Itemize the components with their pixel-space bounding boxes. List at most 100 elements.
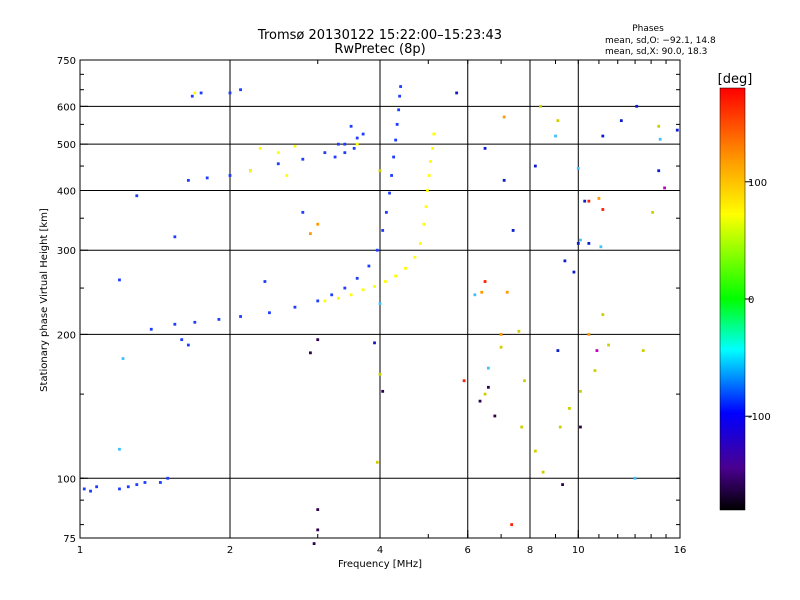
data-point [455,91,459,95]
data-point [333,155,337,159]
data-point [118,487,121,491]
data-point [343,151,347,155]
data-point [554,134,557,138]
data-point [239,315,242,318]
phases-o-line: mean, sd,O: −92.1, 14.8 [605,36,716,46]
x-tick-label: 10 [572,545,585,556]
data-point [330,293,334,297]
data-point [355,276,359,280]
data-point [309,351,312,355]
data-point [583,199,587,203]
y-tick-label: 500 [57,140,76,151]
data-point [563,259,567,263]
data-point [579,389,582,393]
data-point [579,238,582,242]
data-point [486,366,490,370]
data-point [587,332,591,336]
data-point [663,186,666,190]
phases-x-line: mean, sd,X: 90.0, 18.3 [605,47,707,57]
data-point [293,144,297,148]
data-point [499,345,503,349]
data-point [316,338,320,342]
data-point [316,528,320,532]
data-point [384,210,388,214]
data-point [383,280,387,283]
data-point [533,164,537,168]
data-point [576,166,580,170]
colorbar [719,87,746,511]
y-axis-label: Stationary phase Virtual Height [km] [39,208,50,392]
data-point [399,85,403,88]
data-point [431,146,434,150]
data-point [135,194,139,198]
data-point [312,542,316,546]
data-point [572,270,576,274]
data-point [373,285,376,288]
colorbar-tick-label: -100 [748,412,771,423]
data-point [520,425,524,429]
data-point [375,248,379,252]
data-point [657,124,661,128]
data-point [432,132,436,136]
data-point [193,320,197,324]
data-point [394,138,398,142]
data-point [239,88,242,92]
data-point [483,280,487,283]
data-point [390,174,393,177]
data-point [511,229,515,232]
data-point [173,235,177,239]
y-tick-label: 100 [57,474,76,485]
chart-subtitle: RwPretec (8p) [334,42,425,57]
data-point [343,142,347,146]
colorbar-ticks: 100 0 -100 [745,178,771,423]
data-point [587,242,591,245]
data-point [367,264,371,268]
data-point [336,142,340,146]
axis-ticks: 1 2 4 6 8 10 16 75 100 200 300 400 500 600 750 [57,56,686,556]
x-tick-label: 1 [77,545,83,556]
data-point [309,232,312,235]
data-point [258,146,262,150]
data-point [523,379,526,383]
x-tick-label: 6 [465,545,471,556]
data-point [180,338,184,342]
data-point [118,447,121,451]
data-point [533,449,537,453]
data-point [323,299,327,303]
data-point [375,460,379,464]
data-point [190,94,194,98]
data-point [539,104,542,108]
chart-title: Tromsø 20130122 15:22:00–15:23:43 [257,28,502,43]
data-point [395,122,399,126]
data-points [82,85,679,546]
data-point [388,191,391,195]
data-point [394,274,398,278]
data-point [352,146,356,150]
data-point [429,160,432,163]
data-point [285,174,289,177]
data-point [381,229,385,232]
data-point [355,136,359,140]
data-point [568,407,571,410]
data-point [478,399,482,403]
data-point [601,313,605,317]
data-point [143,481,147,484]
data-point [186,178,190,182]
y-tick-label: 300 [57,246,76,257]
x-tick-label: 2 [227,545,233,556]
data-point [343,286,347,290]
data-point [381,389,385,393]
data-point [462,379,466,383]
colorbar-label: [deg] [718,72,753,87]
y-tick-label: 750 [57,56,76,67]
data-point [378,372,382,376]
data-point [228,91,232,95]
data-point [675,128,679,132]
data-point [316,508,320,511]
data-point [657,169,661,173]
data-point [424,205,428,209]
phases-title: Phases [632,24,664,34]
data-point [293,305,297,309]
data-point [228,174,232,177]
data-point [556,349,560,352]
